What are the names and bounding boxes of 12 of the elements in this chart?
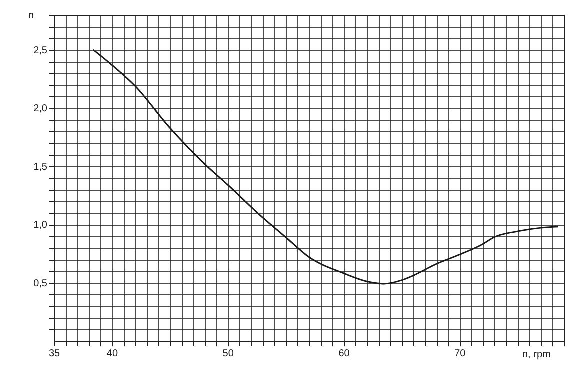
- x-tick-label: 50: [222, 348, 234, 360]
- y-tick-label: 2,0: [34, 104, 48, 115]
- y-axis-title: n: [28, 10, 34, 22]
- x-tick-label: 60: [338, 348, 350, 360]
- y-tick-label: 2,5: [34, 45, 48, 56]
- x-axis-title: n, rpm: [522, 350, 551, 360]
- x-tick-label: 40: [106, 348, 118, 360]
- y-tick-label: 1,0: [34, 220, 48, 232]
- x-tick-label: 35: [48, 348, 60, 360]
- x-tick-label: 70: [454, 348, 466, 360]
- y-tick-label: 1,5: [34, 162, 48, 173]
- y-tick-label: 0,5: [34, 278, 48, 290]
